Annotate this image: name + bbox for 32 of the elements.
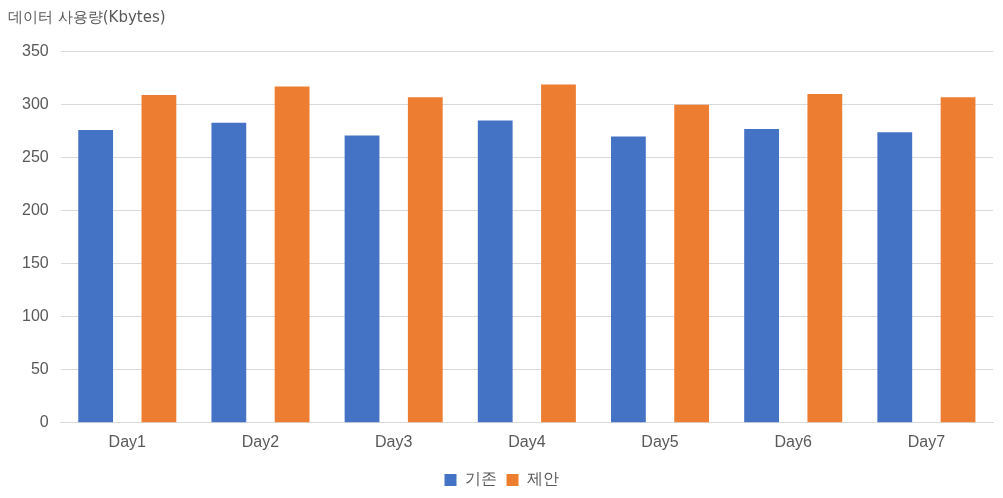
bar bbox=[344, 135, 380, 423]
y-tick-label: 200 bbox=[21, 201, 49, 219]
x-tick-label: Day1 bbox=[108, 432, 147, 450]
x-tick-label: Day4 bbox=[508, 432, 546, 450]
bar bbox=[940, 97, 976, 423]
y-tick-label: 100 bbox=[21, 307, 49, 325]
bar bbox=[744, 129, 779, 423]
x-tick-label: Day2 bbox=[241, 432, 280, 450]
y-tick-label: 350 bbox=[21, 42, 49, 60]
bar bbox=[78, 130, 114, 423]
bar bbox=[541, 84, 576, 423]
bar bbox=[477, 120, 513, 423]
y-tick-label: 150 bbox=[21, 254, 49, 272]
legend-label: 기존 bbox=[464, 470, 497, 488]
y-tick-label: 250 bbox=[21, 148, 49, 166]
x-tick-label: Day5 bbox=[641, 432, 679, 450]
bar bbox=[407, 97, 443, 423]
bar bbox=[274, 86, 310, 423]
y-tick-label: 0 bbox=[39, 413, 49, 431]
bar bbox=[674, 104, 710, 423]
y-tick-label: 300 bbox=[21, 95, 49, 113]
legend-label: 제안 bbox=[526, 470, 559, 488]
x-tick-label: Day7 bbox=[907, 432, 946, 450]
bar bbox=[211, 122, 247, 423]
bar bbox=[141, 95, 177, 423]
x-tick-label: Day3 bbox=[374, 432, 413, 450]
bar bbox=[611, 136, 646, 423]
bar bbox=[807, 94, 843, 423]
bar bbox=[877, 132, 913, 423]
x-tick-label: Day6 bbox=[774, 432, 812, 450]
y-axis-title: 데이터 사용량(Kbytes) bbox=[8, 8, 166, 27]
y-tick-label: 50 bbox=[30, 360, 49, 378]
